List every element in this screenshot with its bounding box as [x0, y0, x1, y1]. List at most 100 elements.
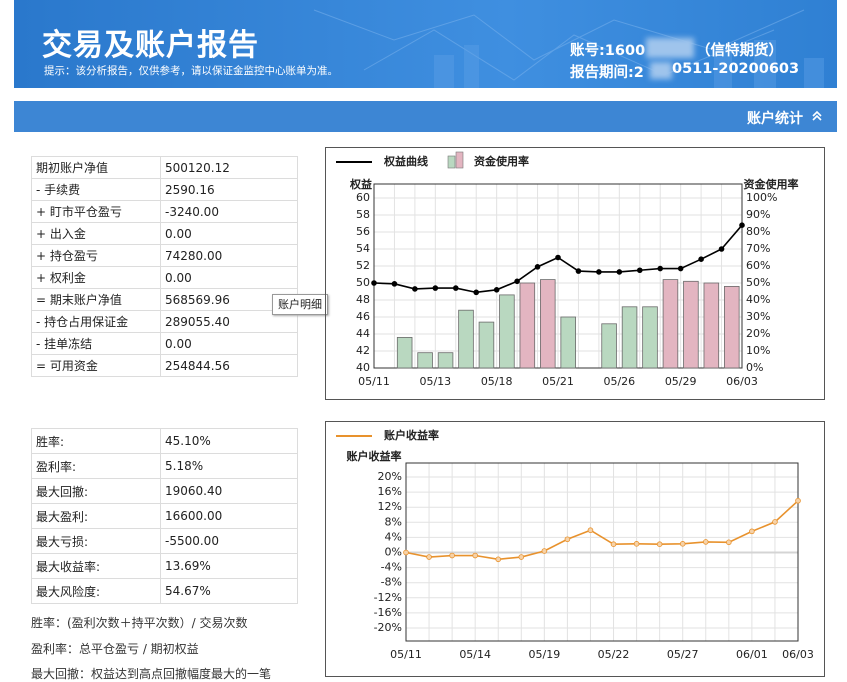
- section-title[interactable]: 账户统计: [747, 111, 803, 127]
- note: 盈利率：总平仓盈亏 / 期初权益: [31, 642, 199, 656]
- point: [534, 264, 541, 270]
- cell-value: 254844.56: [160, 354, 298, 377]
- equity-chart: 40 42 44 46 48 50 52 54 56 58 60 0% 10% 20% 30% 40% 50% 6…: [325, 147, 825, 400]
- y2-tick-label: 30%: [746, 310, 770, 323]
- table-row: + 持仓盈亏 74280.00: [31, 244, 298, 267]
- line: [405, 500, 799, 561]
- point: [472, 552, 478, 559]
- bar: [396, 336, 413, 369]
- x-tick-label: 05/13: [419, 375, 451, 388]
- point: [555, 254, 561, 261]
- return-chart: -20% -16% -12% -8% -4% 0% 4% 8% 12% 16% 20% 账户收益率 05…: [325, 421, 825, 677]
- point: [403, 549, 409, 556]
- cell-value: 16600.00: [160, 503, 298, 529]
- cell-value: 500120.12: [160, 156, 298, 179]
- y-axis-title: 权益: [349, 177, 372, 191]
- bar: [540, 279, 556, 369]
- x-tick-label: 05/27: [667, 648, 699, 661]
- section-bar[interactable]: 账户统计: [14, 101, 837, 132]
- collapse-icon[interactable]: [811, 110, 823, 122]
- table-row: 盈利率: 5.18%: [31, 453, 298, 479]
- point: [493, 287, 500, 293]
- y-tick-label: 4%: [385, 530, 402, 543]
- table-row: = 可用资金 254844.56: [31, 354, 298, 377]
- y-tick-label: -8%: [381, 576, 402, 589]
- y-tick-label: 54: [356, 242, 370, 255]
- table-row: 最大收益率: 13.69%: [31, 553, 298, 579]
- y-tick-label: 8%: [385, 515, 402, 528]
- legend-swatch: [447, 155, 456, 169]
- cell-label: + 盯市平仓盈亏: [31, 200, 161, 223]
- bar: [724, 285, 740, 369]
- header: 交易及账户报告 提示：该分析报告，仅供参考，请以保证金监控中心账单为准。 账号:…: [14, 0, 837, 88]
- cell-label: 盈利率:: [31, 453, 161, 479]
- y-tick-label: 50: [356, 276, 370, 289]
- table-row: 最大风险度: 54.67%: [31, 578, 298, 604]
- point: [575, 268, 582, 274]
- x-tick-label: 05/11: [358, 375, 390, 388]
- y-tick-label: 12%: [378, 500, 402, 513]
- bar: [560, 316, 576, 369]
- cell-label: 期初账户净值: [31, 156, 161, 179]
- period: 0511-20200603: [672, 61, 800, 77]
- point: [371, 280, 377, 286]
- bar: [662, 279, 679, 369]
- account: 账号:1600: [570, 43, 646, 59]
- y-tick-label: 52: [356, 259, 370, 272]
- blurred: [650, 62, 672, 79]
- point: [426, 554, 432, 560]
- cell-label: 最大回撤:: [31, 478, 161, 504]
- table-row: = 期末账户净值 568569.96: [31, 288, 298, 311]
- x-tick-label: 05/22: [598, 648, 630, 661]
- table-row: - 挂单冻结 0.00: [31, 332, 298, 355]
- note: 胜率：(盈利次数＋持平次数）/ 交易次数: [31, 616, 248, 630]
- point: [587, 527, 594, 534]
- table-row: + 盯市平仓盈亏 -3240.00: [31, 200, 298, 223]
- y2-tick-label: 80%: [746, 225, 770, 238]
- cell-value: 0.00: [160, 332, 298, 355]
- point: [616, 269, 623, 275]
- x-tick-label: 05/18: [481, 375, 513, 388]
- y-tick-label: 16%: [378, 485, 402, 498]
- x-tick-label: 06/01: [736, 648, 768, 661]
- bar: [458, 309, 474, 369]
- y-tick-label: 60: [356, 191, 370, 204]
- bar: [601, 323, 617, 369]
- y2-tick-label: 60%: [746, 259, 770, 272]
- point: [596, 269, 602, 275]
- tooltip: 账户明细: [272, 294, 328, 315]
- bar: [642, 306, 658, 369]
- x-tick-label: 05/26: [603, 375, 635, 388]
- table-row: 期初账户净值 500120.12: [31, 156, 298, 179]
- cell-label: = 可用资金: [31, 354, 161, 377]
- point: [718, 246, 725, 252]
- y2-tick-label: 100%: [746, 191, 777, 204]
- period-label: 报告期间:2: [570, 65, 644, 81]
- header-decoration: [313, 9, 824, 88]
- point: [726, 539, 732, 546]
- point: [514, 278, 520, 285]
- table-row: + 出入金 0.00: [31, 222, 298, 245]
- cell-label: + 出入金: [31, 222, 161, 245]
- y-tick-label: 58: [356, 208, 370, 221]
- cell-value: -5500.00: [160, 528, 298, 554]
- table-row: 最大回撤: 19060.40: [31, 478, 298, 504]
- legend-label: 权益曲线: [383, 154, 428, 168]
- point: [412, 286, 418, 292]
- x-tick-label: 05/14: [459, 648, 491, 661]
- x-tick-label: 06/03: [782, 648, 814, 661]
- cell-value: 54.67%: [160, 578, 298, 604]
- y2-tick-label: 40%: [746, 293, 770, 306]
- cell-label: - 挂单冻结: [31, 332, 161, 355]
- y-tick-label: -12%: [374, 591, 402, 604]
- table-row: 胜率: 45.10%: [31, 428, 298, 454]
- point: [473, 289, 480, 296]
- table-row: + 权利金 0.00: [31, 266, 298, 289]
- legend-swatch: [455, 151, 464, 169]
- x-tick-label: 05/19: [529, 648, 561, 661]
- legend-label: 资金使用率: [474, 154, 529, 168]
- cell-value: 13.69%: [160, 553, 298, 579]
- y2-tick-label: 0%: [746, 361, 763, 374]
- point: [677, 265, 684, 272]
- legend-label: 账户收益率: [384, 428, 439, 442]
